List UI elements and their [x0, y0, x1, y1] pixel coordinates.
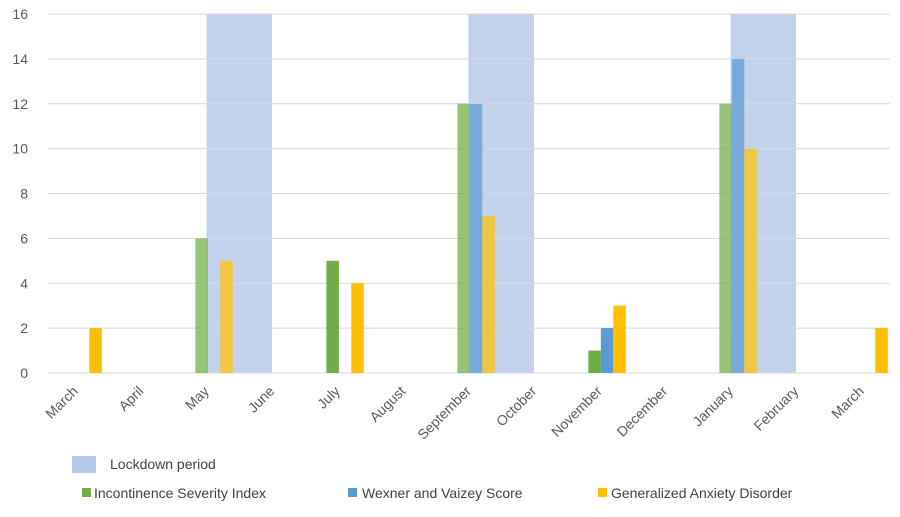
legend-swatch-0 [82, 488, 91, 497]
x-tick-label: February [750, 383, 801, 434]
bar-2-2 [220, 260, 233, 373]
x-tick-label: September [414, 383, 474, 443]
legend-swatch-lockdown [72, 456, 96, 473]
bar-0-8 [588, 350, 601, 373]
bar-2-6 [482, 215, 495, 373]
y-tick-label: 6 [20, 230, 28, 246]
bar-0-4 [326, 260, 339, 373]
y-tick-label: 4 [20, 275, 28, 291]
legend-swatch-2 [598, 488, 607, 497]
legend-label-lockdown: Lockdown period [110, 456, 216, 472]
bar-2-12 [875, 328, 888, 373]
y-tick-label: 8 [20, 186, 28, 202]
x-tick-label: August [366, 383, 408, 425]
y-tick-label: 16 [12, 6, 28, 22]
x-tick-label: March [828, 383, 867, 422]
y-axis-ticks: 0 2 4 6 8 10 12 14 16 [12, 6, 28, 381]
bar-2-0 [89, 328, 102, 373]
x-tick-label: October [493, 383, 540, 430]
bar-1-6 [469, 103, 483, 373]
y-tick-label: 14 [12, 51, 28, 67]
legend-label-0: Incontinence Severity Index [94, 485, 266, 501]
x-tick-label: November [548, 383, 605, 440]
bar-1-10 [731, 58, 745, 373]
bar-2-10 [744, 148, 757, 373]
legend-swatch-1 [348, 488, 357, 497]
x-tick-label: July [314, 383, 343, 412]
bar-0-10 [719, 103, 732, 373]
x-tick-label: March [42, 383, 81, 422]
bar-0-6 [457, 103, 470, 373]
legend: Lockdown period Incontinence Severity Ind… [72, 456, 793, 501]
x-tick-label: January [689, 383, 736, 430]
x-tick-label: June [245, 383, 278, 416]
y-tick-label: 2 [20, 320, 28, 336]
bars [89, 58, 888, 373]
x-tick-label: December [613, 383, 670, 440]
x-tick-label: May [182, 383, 212, 413]
bar-2-4 [351, 283, 364, 373]
legend-label-2: Generalized Anxiety Disorder [611, 485, 793, 501]
x-axis-ticks: March April May June July August September Octo… [42, 383, 867, 443]
y-tick-label: 12 [12, 96, 28, 112]
bar-1-8 [600, 328, 614, 373]
bar-2-8 [613, 305, 626, 373]
bar-0-2 [195, 238, 208, 373]
y-tick-label: 0 [20, 365, 28, 381]
legend-label-1: Wexner and Vaizey Score [362, 485, 523, 501]
y-tick-label: 10 [12, 141, 28, 157]
x-tick-label: April [115, 383, 146, 414]
